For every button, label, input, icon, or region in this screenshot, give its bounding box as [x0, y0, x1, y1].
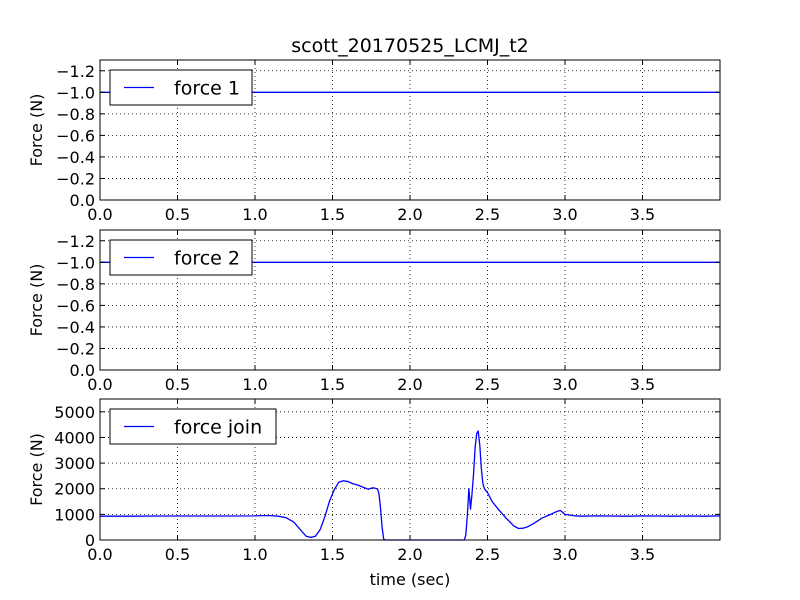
x-tick-label-6: 3.0 — [552, 205, 577, 224]
y-tick-label-4: −0.4 — [56, 318, 95, 337]
y-tick-label-0: −1.2 — [56, 232, 95, 251]
y-tick-label-6: 0.0 — [70, 361, 95, 380]
y-axis-label: Force (N) — [27, 94, 46, 167]
x-tick-label-3: 1.5 — [320, 205, 345, 224]
grid — [100, 399, 720, 540]
y-tick-label-4: 4000 — [54, 428, 95, 447]
x-tick-label-4: 2.0 — [397, 205, 422, 224]
y-tick-label-5: 5000 — [54, 403, 95, 422]
x-tick-label-5: 2.5 — [475, 545, 500, 564]
x-tick-label-3: 1.5 — [320, 375, 345, 394]
subplots: 0.0 0.5 1.0 1.5 2.0 2.5 3.0 3.5 −1.2 −1.0 −0.8 −0.6… — [27, 59, 721, 564]
y-tick-label-3: 3000 — [54, 454, 95, 473]
x-tick-label-1: 0.5 — [165, 375, 190, 394]
x-tick-label-0: 0.0 — [87, 545, 112, 564]
x-tick-label-4: 2.0 — [397, 375, 422, 394]
y-tick-label-6: 0.0 — [70, 191, 95, 210]
y-tick-label-5: −0.2 — [56, 169, 95, 188]
x-tick-label-7: 3.5 — [630, 545, 655, 564]
x-tick-label-6: 3.0 — [552, 375, 577, 394]
x-tick-label-1: 0.5 — [165, 545, 190, 564]
y-tick-label-3: −0.6 — [56, 296, 95, 315]
y-tick-label-1: −1.0 — [56, 253, 95, 272]
x-tick-label-2: 1.0 — [242, 545, 267, 564]
x-tick-label-2: 1.0 — [242, 205, 267, 224]
x-tick-label-5: 2.5 — [475, 375, 500, 394]
plot-frame — [99, 59, 721, 201]
y-tick-label-3: −0.6 — [56, 126, 95, 145]
legend: force 1 — [109, 69, 253, 106]
y-tick-label-0: −1.2 — [56, 62, 95, 81]
x-tick-label-1: 0.5 — [165, 205, 190, 224]
x-tick-label-0: 0.0 — [87, 205, 112, 224]
y-tick-label-2: −0.8 — [56, 105, 95, 124]
subplot-2: 0.0 0.5 1.0 1.5 2.0 2.5 3.0 3.5 −1.2 −1.0 −0.8 −0.6… — [27, 229, 721, 394]
subplot-1: 0.0 0.5 1.0 1.5 2.0 2.5 3.0 3.5 −1.2 −1.0 −0.8 −0.6… — [27, 59, 721, 224]
y-axis-label: Force (N) — [27, 433, 46, 506]
subplot-3: 0.0 0.5 1.0 1.5 2.0 2.5 3.0 3.5 0 1000 2000 3000 400… — [27, 398, 721, 564]
plot-frame — [99, 229, 721, 371]
y-tick-label-1: −1.0 — [56, 83, 95, 102]
x-tick-label-2: 1.0 — [242, 375, 267, 394]
y-tick-label-1: 1000 — [54, 505, 95, 524]
y-tick-label-5: −0.2 — [56, 339, 95, 358]
legend-label: force 2 — [174, 248, 240, 270]
legend: force join — [109, 408, 277, 445]
x-tick-label-3: 1.5 — [320, 545, 345, 564]
y-tick-label-2: −0.8 — [56, 275, 95, 294]
y-tick-label-2: 2000 — [54, 480, 95, 499]
x-tick-label-7: 3.5 — [630, 205, 655, 224]
figure-title: scott_20170525_LCMJ_t2 — [291, 35, 528, 57]
legend: force 2 — [109, 239, 253, 276]
legend-label: force join — [174, 417, 262, 439]
legend-label: force 1 — [174, 78, 240, 100]
x-tick-label-0: 0.0 — [87, 375, 112, 394]
y-axis-label: Force (N) — [27, 264, 46, 337]
x-axis-label: time (sec) — [370, 570, 451, 589]
y-tick-label-0: 0 — [85, 531, 95, 550]
x-tick-label-6: 3.0 — [552, 545, 577, 564]
plot-frame — [99, 398, 721, 541]
x-tick-label-5: 2.5 — [475, 205, 500, 224]
x-tick-label-4: 2.0 — [397, 545, 422, 564]
y-tick-label-4: −0.4 — [56, 148, 95, 167]
x-tick-label-7: 3.5 — [630, 375, 655, 394]
